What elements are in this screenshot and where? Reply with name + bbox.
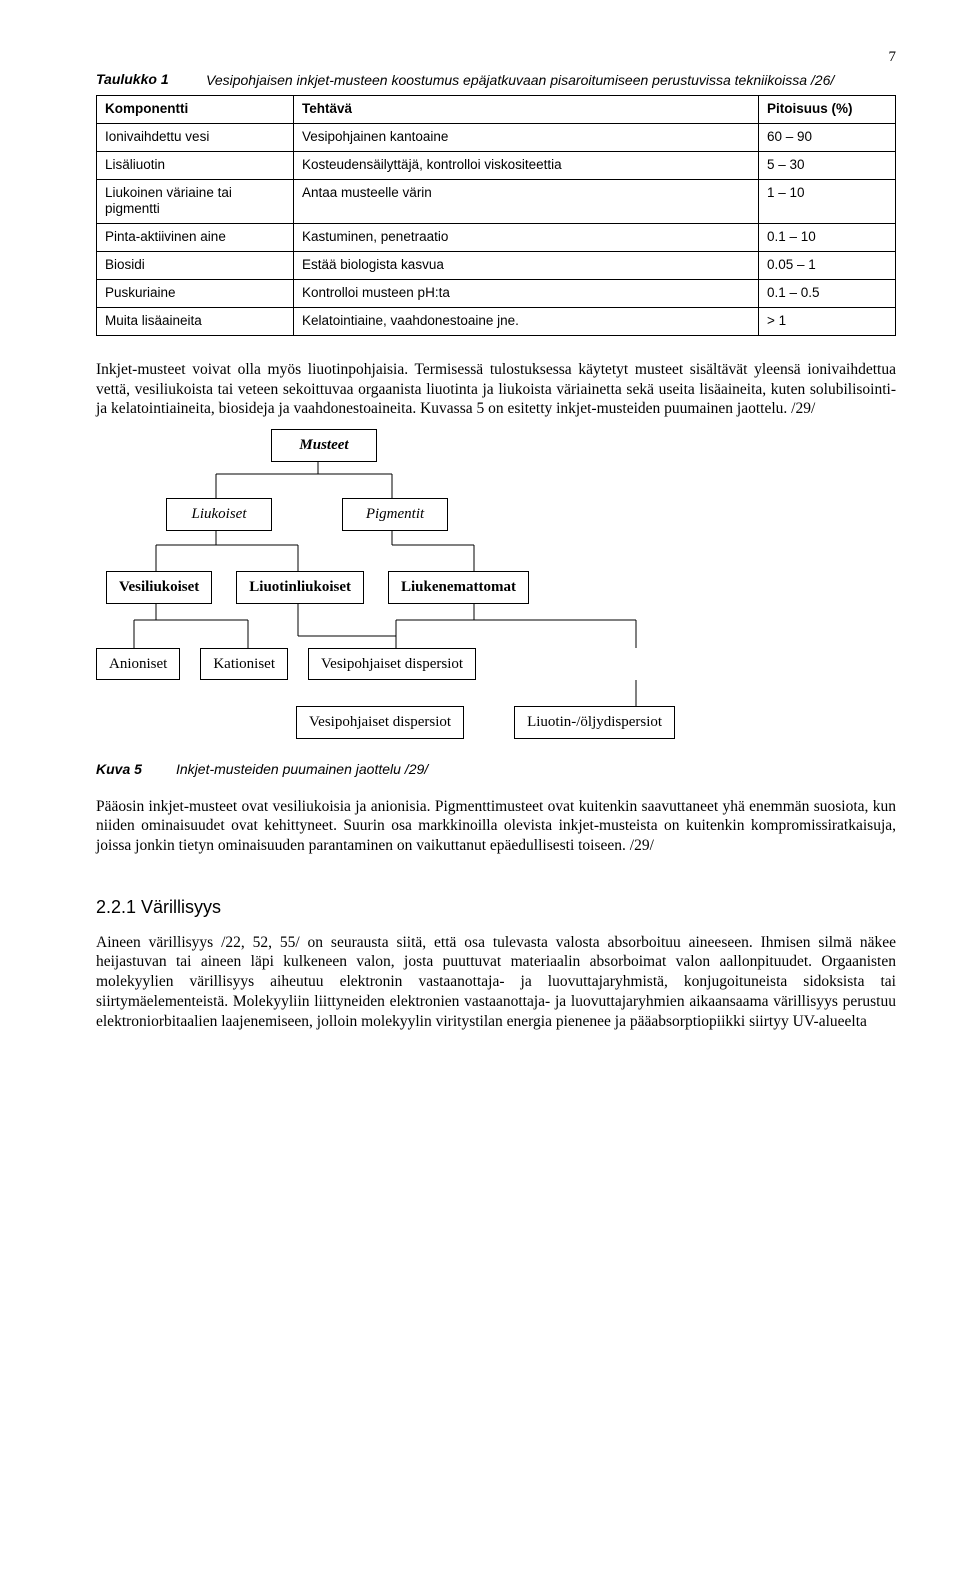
- section-heading: 2.2.1 Värillisyys: [96, 896, 896, 919]
- table-cell: 5 – 30: [759, 151, 896, 179]
- table-cell: Kontrolloi musteen pH:ta: [294, 280, 759, 308]
- tree-connector: [96, 680, 896, 706]
- table-cell: 60 – 90: [759, 123, 896, 151]
- table-cell: 0.05 – 1: [759, 252, 896, 280]
- table-cell: Ionivaihdettu vesi: [97, 123, 294, 151]
- tree-node: Kationiset: [200, 648, 288, 681]
- table-cell: Lisäliuotin: [97, 151, 294, 179]
- table-cell: Kastuminen, penetraatio: [294, 224, 759, 252]
- table-row: BiosidiEstää biologista kasvua0.05 – 1: [97, 252, 896, 280]
- table-cell: Pinta-aktiivinen aine: [97, 224, 294, 252]
- tree-node: Vesipohjaiset dispersiot: [308, 648, 476, 681]
- col-header: Tehtävä: [294, 95, 759, 123]
- tree-node: Liukoiset: [166, 498, 272, 531]
- tree-node: Anioniset: [96, 648, 180, 681]
- table-cell: 0.1 – 10: [759, 224, 896, 252]
- table-cell: Muita lisäaineita: [97, 307, 294, 335]
- tree-connector: [96, 462, 896, 498]
- table-cell: Biosidi: [97, 252, 294, 280]
- table-cell: 0.1 – 0.5: [759, 280, 896, 308]
- tree-node: Liukenemattomat: [388, 571, 529, 604]
- tree-diagram: Musteet Liukoiset Pigmentit Vesiliukoise…: [96, 429, 896, 739]
- figure-caption-label: Kuva 5: [96, 761, 176, 779]
- figure-caption-text: Inkjet-musteiden puumainen jaottelu /29/: [176, 761, 428, 779]
- table-row: Ionivaihdettu vesiVesipohjainen kantoain…: [97, 123, 896, 151]
- table-cell: Puskuriaine: [97, 280, 294, 308]
- col-header: Pitoisuus (%): [759, 95, 896, 123]
- table-cell: Liukoinen väriaine tai pigmentti: [97, 179, 294, 224]
- table-cell: Antaa musteelle värin: [294, 179, 759, 224]
- figure-caption: Kuva 5 Inkjet-musteiden puumainen jaotte…: [96, 761, 896, 779]
- paragraph: Aineen värillisyys /22, 52, 55/ on seura…: [96, 933, 896, 1032]
- table-row: Muita lisäaineitaKelatointiaine, vaahdon…: [97, 307, 896, 335]
- paragraph: Pääosin inkjet-musteet ovat vesiliukoisi…: [96, 797, 896, 856]
- tree-node-root: Musteet: [271, 429, 377, 462]
- table-caption-text: Vesipohjaisen inkjet-musteen koostumus e…: [206, 71, 834, 89]
- tree-node: Vesipohjaiset dispersiot: [296, 706, 464, 739]
- table-cell: > 1: [759, 307, 896, 335]
- tree-node: Pigmentit: [342, 498, 448, 531]
- table-cell: Kosteudensäilyttäjä, kontrolloi viskosit…: [294, 151, 759, 179]
- table-cell: Vesipohjainen kantoaine: [294, 123, 759, 151]
- table-row: Liukoinen väriaine tai pigmenttiAntaa mu…: [97, 179, 896, 224]
- table-caption-label: Taulukko 1: [96, 71, 206, 89]
- tree-node: Vesiliukoiset: [106, 571, 212, 604]
- table-caption: Taulukko 1 Vesipohjaisen inkjet-musteen …: [96, 71, 896, 89]
- table-row: Pinta-aktiivinen aineKastuminen, penetra…: [97, 224, 896, 252]
- paragraph: Inkjet-musteet voivat olla myös liuotinp…: [96, 360, 896, 419]
- composition-table: Komponentti Tehtävä Pitoisuus (%) Ioniva…: [96, 95, 896, 336]
- table-header-row: Komponentti Tehtävä Pitoisuus (%): [97, 95, 896, 123]
- tree-connector: [96, 531, 896, 571]
- tree-connector: [96, 604, 896, 648]
- table-cell: Kelatointiaine, vaahdonestoaine jne.: [294, 307, 759, 335]
- table-cell: 1 – 10: [759, 179, 896, 224]
- table-cell: Estää biologista kasvua: [294, 252, 759, 280]
- table-row: LisäliuotinKosteudensäilyttäjä, kontroll…: [97, 151, 896, 179]
- page-number: 7: [96, 48, 896, 67]
- table-row: PuskuriaineKontrolloi musteen pH:ta0.1 –…: [97, 280, 896, 308]
- tree-node: Liuotin-/öljydispersiot: [514, 706, 675, 739]
- col-header: Komponentti: [97, 95, 294, 123]
- tree-node: Liuotinliukoiset: [236, 571, 364, 604]
